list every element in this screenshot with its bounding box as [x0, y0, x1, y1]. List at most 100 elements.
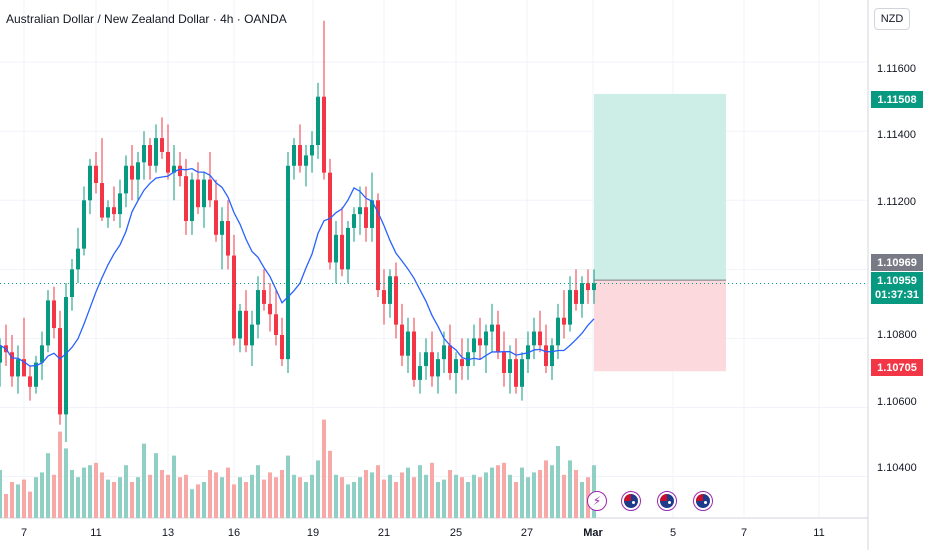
candle-body: [232, 255, 236, 339]
currency-button[interactable]: NZD: [874, 8, 910, 30]
volume-bar: [10, 482, 14, 518]
volume-bar: [394, 482, 398, 518]
candle-body: [490, 324, 494, 332]
time-axis-label: 11: [90, 527, 102, 539]
volume-bar: [526, 477, 530, 518]
candle-body: [154, 138, 158, 166]
volume-bar: [388, 474, 392, 518]
volume-bar: [508, 474, 512, 518]
candle-body: [244, 310, 248, 346]
volume-bar: [562, 474, 566, 518]
candle-body: [268, 303, 272, 315]
volume-bar: [172, 455, 176, 518]
volume-bar: [28, 491, 32, 518]
time-axis-label: 11: [813, 527, 825, 539]
candle-body: [262, 290, 266, 304]
volume-bar: [238, 477, 242, 518]
volume-bar: [436, 482, 440, 518]
volume-bar: [376, 465, 380, 518]
candle-body: [160, 138, 164, 152]
candle-body: [316, 96, 320, 146]
candle-body: [130, 165, 134, 180]
volume-bar: [430, 462, 434, 518]
candle-body: [286, 165, 290, 360]
candle-body: [196, 179, 200, 208]
candle-body: [58, 328, 62, 415]
volume-bar: [550, 465, 554, 518]
candle-body: [538, 331, 542, 346]
time-axis-label: Mar: [583, 527, 603, 539]
candle-body: [472, 338, 476, 353]
candle-body: [334, 234, 338, 263]
australia-flag-icon[interactable]: [693, 491, 713, 511]
candle-body: [94, 165, 98, 184]
volume-bar: [328, 450, 332, 518]
volume-bar: [556, 446, 560, 518]
volume-bar: [160, 470, 164, 518]
candle-body: [226, 221, 230, 256]
volume-bar: [118, 477, 122, 518]
volume-bar: [274, 477, 278, 518]
volume-bar: [0, 470, 2, 518]
volume-bar: [208, 470, 212, 518]
volume-bar: [520, 467, 524, 518]
candle-body: [478, 338, 482, 346]
candle-body: [0, 345, 2, 363]
candle-body: [10, 352, 14, 377]
volume-bar: [310, 474, 314, 518]
candle-body: [100, 183, 104, 218]
take-profit-price-tag: 1.11508: [871, 91, 923, 108]
candle-body: [214, 200, 218, 235]
volume-bar: [292, 474, 296, 518]
candle-body: [532, 331, 536, 346]
candle-body: [28, 376, 32, 387]
candle-body: [394, 276, 398, 325]
candle-body: [388, 276, 392, 304]
candle-body: [424, 352, 428, 367]
volume-bar: [82, 467, 86, 518]
australia-flag-icon[interactable]: [657, 491, 677, 511]
price-axis-label: 1.11200: [877, 196, 916, 208]
volume-bar: [574, 470, 578, 518]
volume-bar: [322, 419, 326, 518]
volume-bar: [442, 479, 446, 518]
volume-bar: [70, 470, 74, 518]
candle-body: [454, 359, 458, 373]
volume-bar: [226, 467, 230, 518]
candle-body: [484, 331, 488, 346]
candle-body: [544, 345, 548, 367]
volume-bar: [196, 484, 200, 518]
candle-body: [550, 345, 554, 367]
time-axis-label: 5: [669, 527, 677, 539]
candle-body: [238, 310, 242, 339]
candle-body: [508, 359, 512, 373]
volume-bar: [280, 470, 284, 518]
lightning-event-icon[interactable]: ⚡: [587, 491, 607, 511]
price-axis-label: 1.10400: [877, 462, 917, 474]
candle-body: [304, 155, 308, 166]
volume-bar: [382, 479, 386, 518]
volume-bar: [316, 460, 320, 518]
candle-body: [76, 248, 80, 270]
volume-bar: [232, 484, 236, 518]
time-axis-label: 7: [740, 527, 748, 539]
volume-bar: [448, 470, 452, 518]
volume-bar: [142, 443, 146, 518]
volume-bar: [130, 482, 134, 518]
price-axis-label: 1.10600: [877, 396, 917, 408]
candle-body: [172, 165, 176, 173]
australia-flag-icon[interactable]: [621, 491, 641, 511]
candle-body: [346, 227, 350, 270]
volume-bar: [34, 477, 38, 518]
candle-body: [148, 145, 152, 166]
volume-bar: [244, 482, 248, 518]
candle-body: [364, 207, 368, 228]
volume-bar: [298, 477, 302, 518]
last-price-tag: 1.10959 01:37:31: [871, 272, 923, 304]
volume-bar: [184, 474, 188, 518]
volume-bar: [352, 482, 356, 518]
candle-body: [202, 179, 206, 208]
candle-body: [178, 165, 182, 177]
